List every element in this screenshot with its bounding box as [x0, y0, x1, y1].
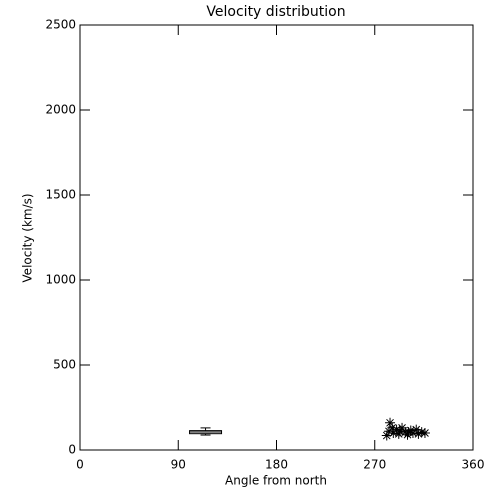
point [385, 417, 396, 428]
point [394, 426, 405, 437]
y-axis-label: Velocity (km/s) [21, 193, 35, 282]
x-tick-label: 0 [76, 458, 84, 472]
y-tick-label: 500 [53, 358, 76, 372]
y-tick-label: 1000 [45, 273, 76, 287]
chart-title: Velocity distribution [206, 4, 345, 20]
y-tick-label: 0 [68, 443, 76, 457]
point [413, 428, 424, 439]
x-tick-label: 180 [265, 458, 288, 472]
point [381, 430, 392, 441]
point [411, 424, 422, 435]
point [393, 428, 404, 439]
y-tick-label: 1500 [45, 188, 76, 202]
point [391, 424, 402, 435]
point [419, 428, 430, 438]
y-tick-label: 2500 [45, 18, 76, 32]
point [416, 427, 427, 438]
x-axis-label: Angle from north [225, 474, 327, 488]
point [387, 422, 398, 433]
point [397, 422, 408, 433]
y-tick-label: 2000 [45, 103, 76, 117]
x-tick-label: 90 [171, 458, 186, 472]
x-tick-label: 360 [462, 458, 485, 472]
x-tick-label: 270 [363, 458, 386, 472]
point [402, 429, 413, 440]
